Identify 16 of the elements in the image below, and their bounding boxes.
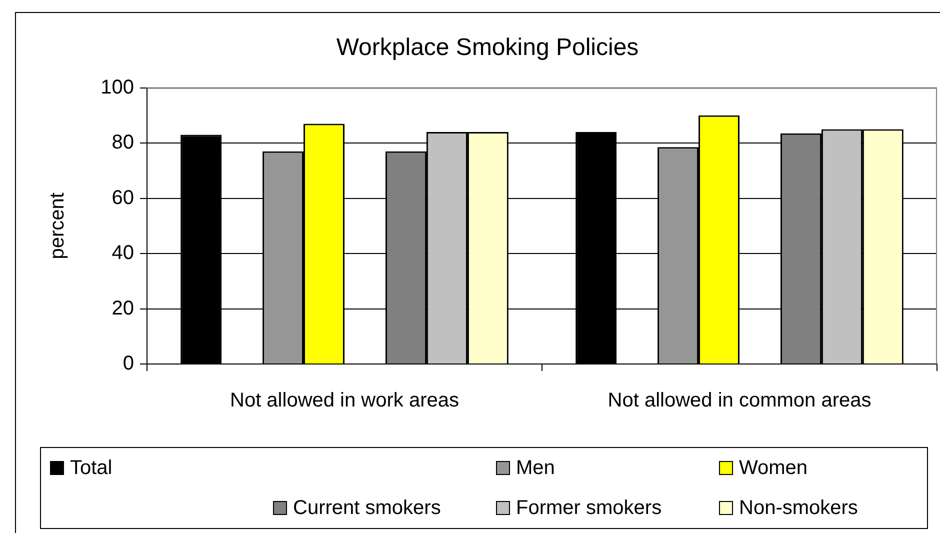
- legend-label: Former smokers: [516, 496, 662, 520]
- chart-title: Workplace Smoking Policies: [336, 34, 639, 62]
- x-tick-label: Not allowed in work areas: [230, 390, 459, 412]
- y-tick-label: 20: [112, 297, 134, 320]
- legend-label: Current smokers: [293, 496, 441, 520]
- y-tick-label: 100: [100, 76, 134, 98]
- x-tick-label: Not allowed in common areas: [608, 390, 872, 412]
- y-axis-title: percent: [46, 192, 69, 260]
- legend-label: Total: [70, 456, 112, 480]
- y-tick-label: 0: [122, 352, 134, 375]
- legend-label: Non-smokers: [739, 496, 858, 520]
- y-tick-label: 80: [112, 132, 134, 154]
- y-tick-label: 40: [112, 242, 134, 264]
- legend-label: Men: [516, 456, 555, 480]
- y-tick-label: 60: [112, 186, 134, 209]
- legend-label: Women: [739, 456, 808, 480]
